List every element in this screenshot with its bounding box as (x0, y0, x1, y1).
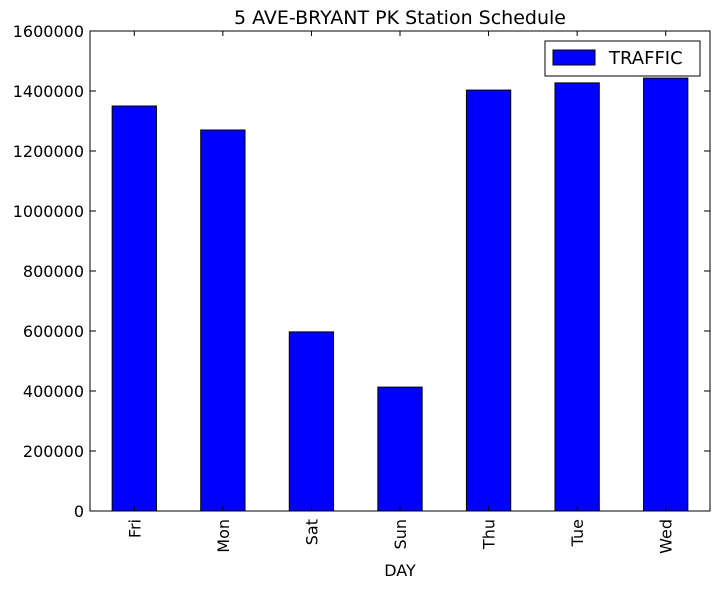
y-tick-label: 600000 (23, 322, 84, 341)
y-tick-label: 1600000 (13, 22, 84, 41)
chart-title: 5 AVE-BRYANT PK Station Schedule (234, 7, 566, 29)
y-tick-label: 400000 (23, 382, 84, 401)
x-tick-label: Wed (657, 519, 676, 554)
bar-sun (377, 386, 423, 512)
y-tick-label: 1400000 (13, 82, 84, 101)
y-tick-label: 200000 (23, 442, 84, 461)
x-tick-label: Sun (391, 519, 410, 549)
legend: TRAFFIC (544, 40, 701, 77)
y-tick-label: 1200000 (13, 142, 84, 161)
y-tick-label: 1000000 (13, 202, 84, 221)
plot-frame (89, 30, 711, 512)
y-axis: 0 200000 400000 600000 800000 1000000 1200000 1… (13, 22, 710, 521)
x-tick-label: Fri (125, 519, 144, 538)
x-tick-label: Sat (302, 519, 321, 545)
bar-wed (643, 77, 689, 512)
x-tick-label: Tue (568, 519, 587, 547)
bar-sat (288, 331, 335, 512)
legend-label: TRAFFIC (608, 48, 683, 69)
bars-group (111, 77, 689, 512)
y-tick-label: 800000 (23, 262, 84, 281)
x-tick-label: Mon (214, 519, 233, 553)
x-axis-label: DAY (384, 561, 416, 580)
bar-thu (465, 89, 512, 512)
bar-tue (554, 82, 600, 512)
x-axis: Fri Mon Sat Sun Thu Tue Wed (125, 31, 676, 554)
x-tick-label: Thu (480, 519, 499, 550)
bar-mon (200, 129, 246, 512)
y-tick-label: 0 (74, 502, 84, 521)
bar-fri (111, 105, 157, 512)
legend-swatch (552, 49, 596, 66)
